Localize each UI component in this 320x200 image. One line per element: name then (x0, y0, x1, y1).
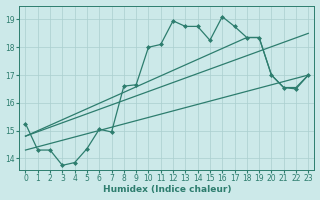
X-axis label: Humidex (Indice chaleur): Humidex (Indice chaleur) (103, 185, 231, 194)
